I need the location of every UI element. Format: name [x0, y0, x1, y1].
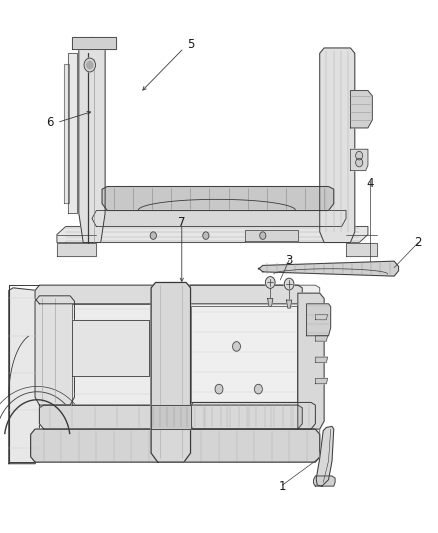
Circle shape — [284, 278, 294, 290]
Polygon shape — [268, 298, 273, 306]
Polygon shape — [72, 37, 116, 49]
Text: 7: 7 — [178, 216, 186, 229]
Text: 4: 4 — [366, 177, 374, 190]
Text: 1: 1 — [279, 480, 286, 492]
Polygon shape — [191, 285, 320, 462]
Polygon shape — [35, 296, 74, 405]
Polygon shape — [350, 91, 372, 128]
Circle shape — [356, 158, 363, 167]
Polygon shape — [350, 149, 368, 171]
Circle shape — [215, 384, 223, 394]
Circle shape — [203, 232, 209, 239]
Polygon shape — [191, 306, 297, 402]
Polygon shape — [39, 405, 302, 429]
Circle shape — [84, 58, 95, 72]
Text: 5: 5 — [187, 38, 194, 51]
Polygon shape — [315, 357, 328, 362]
Polygon shape — [72, 320, 149, 376]
Polygon shape — [315, 378, 328, 384]
Polygon shape — [35, 285, 302, 304]
Polygon shape — [307, 304, 331, 336]
Circle shape — [265, 277, 275, 288]
Polygon shape — [64, 64, 69, 203]
Text: 6: 6 — [46, 116, 54, 129]
Polygon shape — [31, 429, 320, 462]
Polygon shape — [346, 243, 377, 256]
Polygon shape — [68, 53, 77, 213]
Circle shape — [260, 232, 266, 239]
Circle shape — [233, 342, 240, 351]
Polygon shape — [315, 314, 328, 320]
Text: 2: 2 — [414, 236, 422, 249]
Polygon shape — [258, 261, 399, 276]
Polygon shape — [57, 227, 368, 243]
Polygon shape — [92, 211, 346, 227]
Polygon shape — [72, 304, 151, 405]
Polygon shape — [314, 476, 335, 486]
Circle shape — [356, 151, 363, 160]
Circle shape — [87, 61, 93, 69]
Polygon shape — [151, 405, 191, 429]
Polygon shape — [79, 37, 105, 243]
Circle shape — [254, 384, 262, 394]
Text: 3: 3 — [286, 254, 293, 266]
Polygon shape — [316, 426, 334, 486]
Polygon shape — [9, 288, 39, 464]
Polygon shape — [151, 282, 191, 462]
Polygon shape — [298, 293, 324, 429]
Polygon shape — [191, 402, 315, 429]
Polygon shape — [286, 300, 292, 308]
Polygon shape — [57, 243, 96, 256]
Circle shape — [150, 232, 156, 239]
Polygon shape — [245, 230, 298, 241]
Polygon shape — [320, 48, 355, 243]
Polygon shape — [102, 187, 334, 211]
Polygon shape — [315, 336, 328, 341]
